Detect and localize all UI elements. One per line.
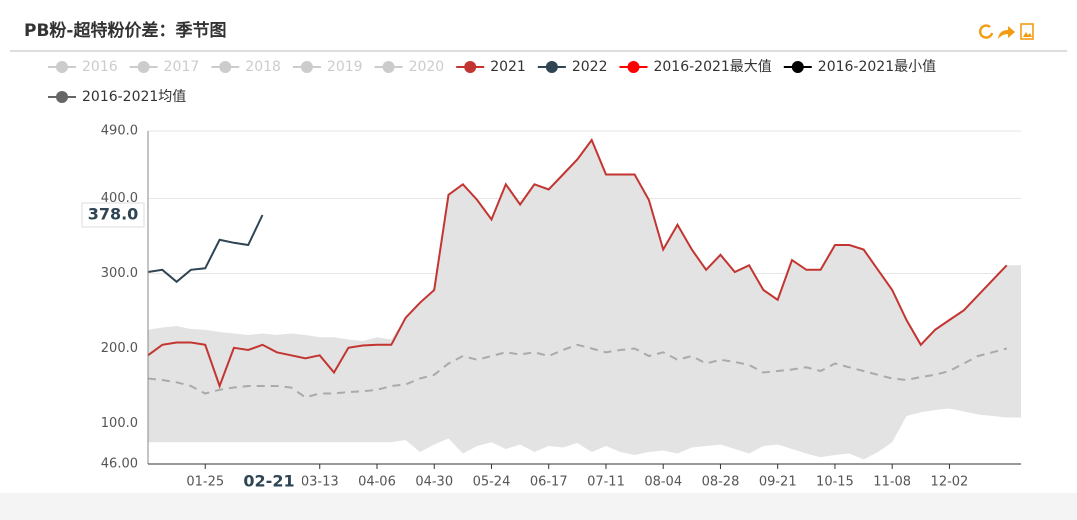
legend-symbol: [137, 61, 150, 73]
y-tick-label: 46.00: [101, 457, 138, 472]
legend-label: 2019: [327, 59, 363, 75]
legend-label: 2016-2021均值: [82, 89, 186, 105]
x-tick-label: 12-02: [931, 475, 969, 490]
image-icon[interactable]: [1020, 23, 1034, 40]
legend-item[interactable]: 2018: [211, 59, 281, 75]
pointer-x-label: 02-21: [243, 472, 294, 491]
band-area: [148, 408, 1021, 464]
legend-symbol: [382, 61, 395, 73]
share-icon[interactable]: [998, 26, 1015, 39]
y-tick-label: 300.0: [101, 266, 138, 281]
series-line: [147, 214, 264, 284]
legend-item[interactable]: 2016-2021均值: [48, 89, 186, 105]
legend-label: 2016: [82, 59, 118, 75]
x-tick-label: 07-11: [587, 475, 625, 490]
x-tick-label: 05-24: [473, 475, 511, 490]
footer-band: [0, 493, 1077, 520]
legend-symbol: [300, 61, 313, 73]
x-tick-label: 08-28: [702, 475, 740, 490]
x-tick-label: 03-13: [301, 475, 339, 490]
x-tick-label: 06-17: [530, 475, 568, 490]
legend-label: 2022: [572, 59, 608, 75]
refresh-icon[interactable]: [978, 24, 994, 39]
legend-item[interactable]: 2016-2021最小值: [783, 59, 936, 75]
legend-label: 2018: [245, 59, 281, 75]
x-tick-label: 01-25: [186, 475, 224, 490]
series-line: [147, 343, 1007, 399]
legend-item[interactable]: 2021: [456, 59, 526, 75]
legend-symbol: [627, 61, 640, 73]
legend-item[interactable]: 2019: [292, 59, 363, 75]
legend-symbol: [56, 91, 68, 103]
legend-label: 2020: [409, 59, 445, 75]
legend-item[interactable]: 2016-2021最大值: [619, 59, 772, 75]
x-tick-label: 04-30: [415, 475, 453, 490]
legend-symbol: [464, 61, 477, 73]
y-tick-label: 100.0: [101, 416, 138, 431]
pointer-y-label: 378.0: [88, 205, 139, 224]
legend-symbol: [545, 61, 558, 73]
y-tick-label: 400.0: [101, 191, 138, 206]
band-area: [148, 140, 1021, 464]
legend-item[interactable]: 2022: [537, 59, 608, 75]
legend-item[interactable]: 2017: [129, 59, 200, 75]
image-icon-inner: [1023, 32, 1032, 37]
legend-label: 2016-2021最小值: [818, 59, 936, 75]
pointer-y-box: [81, 202, 145, 228]
legend-symbol: [791, 61, 804, 73]
y-tick-label: 200.0: [101, 341, 138, 356]
toolbar[interactable]: [978, 23, 1034, 40]
y-tick-label: 490.0: [101, 124, 138, 139]
series-line: [147, 137, 1008, 389]
legend-item[interactable]: 2016: [48, 59, 118, 75]
x-tick-label: 08-04: [644, 475, 682, 490]
legend-label: 2021: [490, 59, 526, 75]
legend-label: 2017: [164, 59, 200, 75]
legend-symbol: [219, 61, 232, 73]
x-tick-label: 10-15: [816, 475, 854, 490]
x-tick-label: 04-06: [358, 475, 396, 490]
legend-label: 2016-2021最大值: [653, 59, 771, 75]
legend-symbol: [56, 61, 68, 73]
x-tick-label: 09-21: [759, 475, 797, 490]
pointer-x-box: [236, 469, 302, 493]
legend-item[interactable]: 2020: [374, 59, 445, 75]
chart-title: PB粉-超特粉价差：季节图: [24, 20, 226, 41]
x-tick-label: 11-08: [873, 475, 911, 490]
